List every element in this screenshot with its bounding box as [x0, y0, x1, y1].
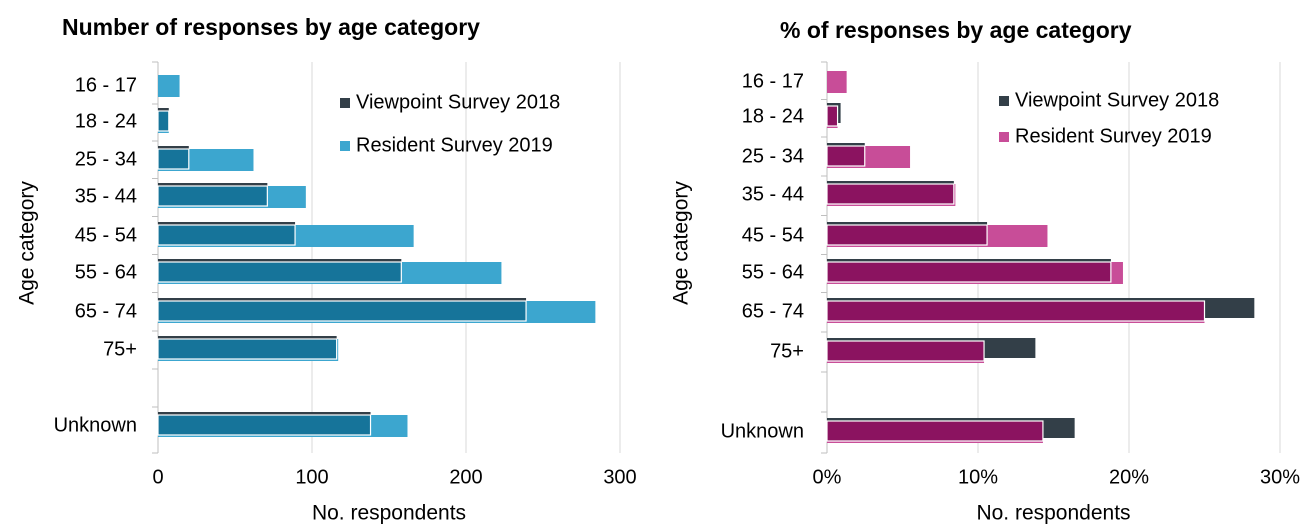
- left-chart-title: Number of responses by age category: [62, 14, 480, 40]
- x-tick-label: 0: [152, 466, 163, 488]
- x-axis-title: No. respondents: [312, 502, 466, 525]
- category-label: 16 - 17: [75, 74, 137, 96]
- bar-overlap: [826, 420, 1044, 442]
- category-label: 25 - 34: [742, 145, 804, 167]
- category-label: 18 - 24: [75, 110, 137, 132]
- category-label: Unknown: [721, 420, 804, 442]
- legend-label: Resident Survey 2019: [1015, 125, 1212, 147]
- bar-overlap: [157, 414, 372, 436]
- x-tick-label: 10%: [958, 466, 998, 488]
- bar-overlap: [826, 183, 955, 205]
- category-label: 65 - 74: [75, 300, 137, 322]
- left-chart: 0 100 200 300 16 - 17 18 - 24 25 - 34 35 - 44 45…: [16, 61, 637, 525]
- category-label: 75+: [103, 338, 137, 360]
- x-tick-label: 30%: [1260, 466, 1300, 488]
- bar-overlap: [157, 338, 338, 360]
- bar-overlap: [826, 300, 1206, 322]
- bar-overlap: [826, 224, 988, 246]
- bar-overlap: [826, 105, 839, 127]
- category-label: 35 - 44: [742, 183, 804, 205]
- x-tick-label: 0%: [813, 466, 842, 488]
- y-axis-title: Age category: [16, 181, 39, 305]
- category-label: 16 - 17: [742, 70, 804, 92]
- bar-overlap: [157, 148, 190, 170]
- category-label: Unknown: [54, 414, 137, 436]
- y-axis-title: Age category: [670, 181, 693, 305]
- legend-swatch: [999, 96, 1009, 106]
- legend-label: Viewpoint Survey 2018: [356, 91, 560, 113]
- bar-overlap: [826, 340, 985, 362]
- category-label: 65 - 74: [742, 300, 804, 322]
- category-label: 25 - 34: [75, 148, 137, 170]
- category-label: 55 - 64: [742, 261, 804, 283]
- category-label: 45 - 54: [742, 224, 804, 246]
- bar-overlap: [826, 145, 866, 167]
- x-tick-label: 20%: [1109, 466, 1149, 488]
- category-label: 55 - 64: [75, 261, 137, 283]
- legend-label: Viewpoint Survey 2018: [1015, 89, 1219, 111]
- bar-overlap: [157, 224, 296, 246]
- right-chart: 0% 10% 20% 30% 16 - 17 18 - 24 25 - 34 35 - 44 4…: [670, 61, 1300, 525]
- category-label: 35 - 44: [75, 185, 137, 207]
- bar-overlap: [157, 300, 527, 322]
- bar-resident-2019: [827, 71, 847, 93]
- category-label: 18 - 24: [742, 105, 804, 127]
- x-tick-label: 200: [449, 466, 482, 488]
- bar-resident-2019: [158, 75, 180, 97]
- bar-overlap: [157, 185, 268, 207]
- bar-overlap: [157, 110, 170, 132]
- legend-label: Resident Survey 2019: [356, 134, 553, 156]
- x-axis-title: No. respondents: [976, 502, 1130, 525]
- category-label: 75+: [770, 340, 804, 362]
- bar-overlap: [826, 261, 1112, 283]
- legend-swatch: [340, 98, 350, 108]
- legend-swatch: [340, 141, 350, 151]
- right-chart-title: % of responses by age category: [780, 17, 1132, 43]
- x-tick-label: 100: [295, 466, 328, 488]
- bar-overlap: [157, 261, 402, 283]
- x-tick-label: 300: [603, 466, 636, 488]
- category-label: 45 - 54: [75, 224, 137, 246]
- legend-swatch: [999, 132, 1009, 142]
